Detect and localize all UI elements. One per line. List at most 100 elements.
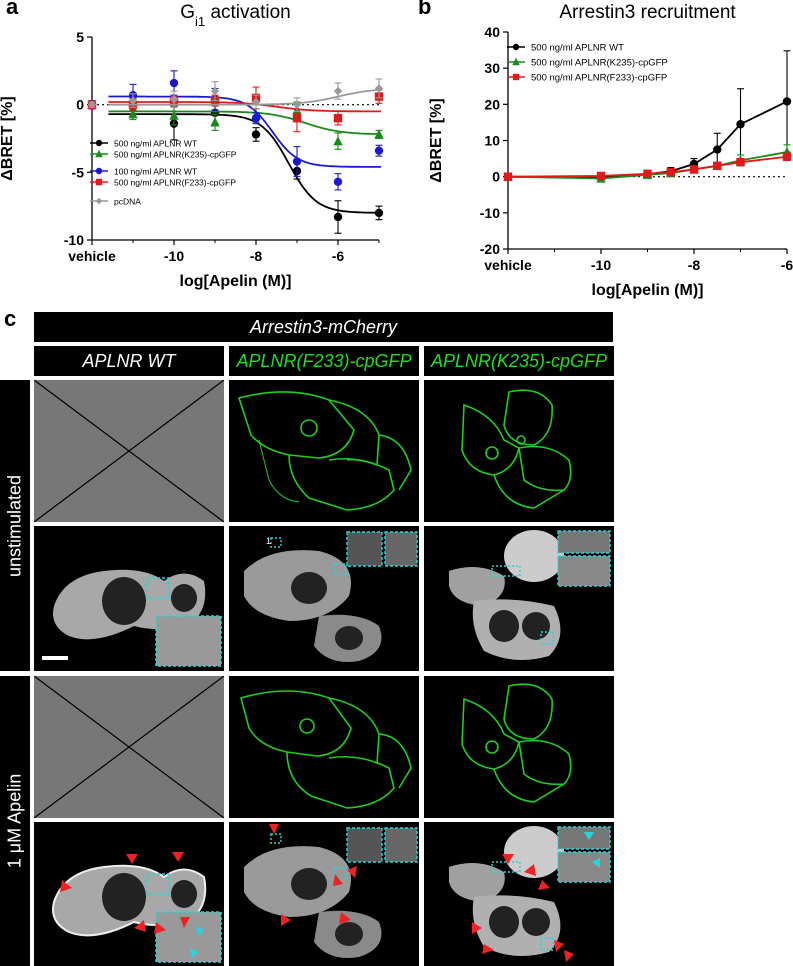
legend-entry-2: 500 ng/ml APLNR(F233)-cpGFP	[507, 73, 667, 84]
y-tick-label: 0	[492, 169, 500, 185]
data-point	[666, 168, 675, 177]
data-point	[169, 78, 179, 88]
data-point	[782, 152, 792, 161]
data-point	[87, 100, 97, 109]
data-point	[596, 171, 606, 181]
y-tick-label: 5	[76, 29, 84, 45]
legend-entry-0: 500 ng/ml APLNR WT	[507, 43, 624, 54]
fit-curve	[108, 88, 382, 106]
legend-marker	[512, 57, 520, 66]
data-point	[210, 117, 220, 127]
data-point	[292, 157, 302, 166]
x-tick-label: -6	[332, 248, 345, 264]
data-point	[782, 97, 792, 106]
data-point	[251, 114, 261, 123]
image-f233-gfp-apelin	[229, 676, 419, 818]
y-tick-label: 20	[484, 96, 500, 112]
series-2	[503, 152, 792, 181]
data-point	[736, 120, 745, 129]
legend-label: 500 ng/ml APLNR(K235)-cpGFP	[531, 58, 668, 69]
x-axis-label: log[Apelin (M)]	[180, 273, 292, 290]
legend-entry-3: 500 ng/ml APLNR(F233)-cpGFP	[90, 178, 236, 188]
data-point	[333, 177, 343, 187]
legend-label: pcDNA	[114, 197, 141, 207]
x-tick-label: vehicle	[484, 257, 532, 273]
image-wt-arrestin-unstimulated	[34, 526, 224, 671]
image-k235-gfp-unstimulated	[424, 380, 614, 522]
row-label-unstimulated: unstimulated	[0, 380, 30, 671]
data-point	[128, 96, 138, 105]
data-point	[643, 169, 652, 178]
x-tick-label: -6	[781, 257, 793, 273]
y-axis-label: ΔBRET [%]	[428, 98, 445, 182]
inset-label-1: 1	[266, 536, 271, 546]
data-point	[736, 158, 745, 167]
legend-marker	[95, 167, 103, 175]
panel-letter-b: b	[418, 0, 432, 19]
column-header-wt-text: APLNR WT	[82, 350, 176, 371]
y-axis-label: ΔBRET [%]	[0, 96, 16, 180]
panel-letter-a: a	[6, 0, 19, 19]
y-tick-label: -20	[480, 241, 500, 257]
legend-entry-4: pcDNA	[90, 197, 141, 207]
data-point	[374, 208, 384, 218]
column-header-k235-text: APLNR(K235)-cpGFP	[430, 350, 608, 371]
panel-c-header: Arrestin3-mCherry	[34, 312, 613, 342]
x-tick-label: -10	[591, 257, 611, 273]
y-tick-label: -5	[72, 164, 85, 180]
data-point	[251, 97, 261, 107]
series-0	[503, 50, 792, 182]
image-f233-gfp-unstimulated	[229, 380, 419, 522]
red-arrowheads	[60, 852, 190, 934]
y-tick-label: 10	[484, 133, 500, 149]
data-point	[689, 165, 699, 174]
legend-label: 500 ng/ml APLNR(F233)-cpGFP	[114, 178, 236, 188]
y-tick-label: 40	[484, 24, 500, 40]
x-tick-label: -10	[164, 248, 184, 264]
column-header-wt: APLNR WT	[34, 346, 224, 376]
x-tick-label: -8	[688, 257, 701, 273]
legend-entry-2: 100 ng/ml APLNR WT	[90, 167, 197, 177]
column-header-f233: APLNR(F233)-cpGFP	[229, 346, 419, 376]
data-point	[292, 114, 302, 123]
data-point	[169, 95, 179, 104]
chart-title: Arrestin3 recruitment	[559, 2, 736, 23]
data-point	[251, 130, 261, 139]
legend-entry-1: 500 ng/ml APLNR(K235)-cpGFP	[507, 58, 668, 69]
series-line	[507, 100, 788, 179]
data-point	[128, 108, 138, 119]
legend-marker	[95, 197, 103, 205]
panel-c-header-text: Arrestin3-mCherry	[249, 316, 398, 337]
legend-marker	[95, 149, 103, 158]
x-axis-label: log[Apelin (M)]	[592, 282, 704, 299]
row-label-unstimulated-text: unstimulated	[4, 474, 25, 577]
data-point	[292, 100, 302, 109]
legend-marker	[95, 178, 103, 186]
image-f233-arrestin-unstimulated: 1 2	[229, 526, 419, 671]
data-point	[503, 172, 513, 181]
fit-curve	[108, 110, 382, 135]
legend-marker	[95, 139, 103, 147]
legend-entry-0: 500 ng/ml APLNR WT	[90, 139, 197, 149]
data-point	[333, 86, 343, 96]
data-point	[713, 161, 722, 171]
chart-title: Gi1 activation	[180, 2, 290, 29]
data-point	[374, 146, 384, 155]
data-point	[210, 108, 220, 117]
image-k235-arrestin-apelin	[424, 822, 614, 966]
data-point	[333, 114, 343, 123]
data-point	[333, 136, 343, 146]
legend-label: 100 ng/ml APLNR WT	[114, 167, 197, 177]
legend-marker	[512, 73, 520, 81]
x-tick-label: vehicle	[68, 248, 116, 264]
y-tick-label: 30	[484, 60, 500, 76]
chart-arrestin3-recruitment: Arrestin3 recruitment 40 30 20 10 0 -10 -20vehi…	[428, 2, 793, 299]
image-wt-arrestin-apelin	[34, 822, 224, 966]
panel-letter-c: c	[4, 306, 17, 331]
column-header-k235: APLNR(K235)-cpGFP	[424, 346, 614, 376]
data-point	[374, 84, 384, 93]
legend-label: 500 ng/ml APLNR WT	[114, 139, 197, 149]
data-point	[169, 110, 179, 120]
legend-label: 500 ng/ml APLNR(K235)-cpGFP	[114, 150, 237, 160]
